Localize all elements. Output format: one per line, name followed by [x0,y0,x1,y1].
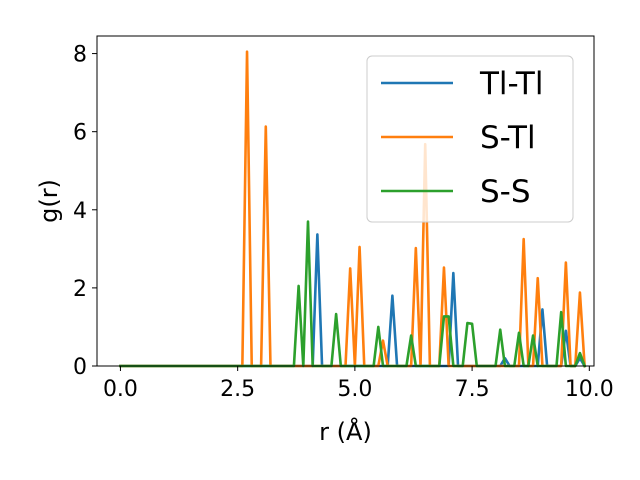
plot-frame [96,35,595,367]
y-tick-label: 8 [73,43,87,68]
legend-label-s-s: S-S [480,174,531,210]
y-tick-label: 6 [73,121,87,146]
y-tick-label: 0 [73,355,87,380]
x-tick-label: 5.0 [337,377,372,402]
y-tick-label: 2 [73,277,87,302]
legend: Tl-Tl S-Tl S-S [366,55,574,223]
x-tick-label: 0.0 [103,377,138,402]
legend-label-tl-tl: Tl-Tl [479,66,543,102]
x-tick-label: 10.0 [565,377,614,402]
y-axis-label: g(r) [35,179,63,223]
legend-label-s-tl: S-Tl [480,120,536,156]
x-axis-label: r (Å) [319,417,372,446]
legend-box [366,55,574,223]
x-tick-label: 2.5 [220,377,255,402]
y-tick-label: 4 [73,199,87,224]
ticks-layer: 0.0 2.5 5.0 7.5 10.0 0 2 4 6 8 [73,43,614,402]
x-tick-label: 7.5 [455,377,490,402]
